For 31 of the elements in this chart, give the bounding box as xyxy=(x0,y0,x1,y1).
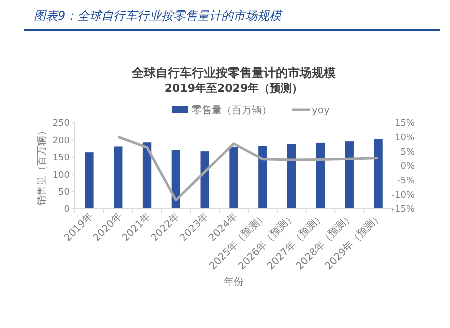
bar xyxy=(316,142,326,209)
y2-tick-label: 5% xyxy=(400,148,416,158)
y-tick-label: 0 xyxy=(64,205,70,216)
legend-label: yoy xyxy=(312,106,330,116)
bar xyxy=(374,140,383,209)
chart-subtitle: 全球自行车行业按零售量计的市场规模 2019年至2029年（预测） xyxy=(131,66,336,95)
bar xyxy=(200,152,210,209)
y-axis-title: 销售量（百万辆） xyxy=(36,126,48,207)
y-tick-label: 250 xyxy=(52,119,70,130)
x-axis-title: 年份 xyxy=(224,276,244,288)
bar xyxy=(287,144,296,209)
bar xyxy=(114,146,123,209)
legend-label: 零售量（百万辆） xyxy=(192,104,272,116)
line-series xyxy=(117,136,380,202)
y2-tick-label: -5% xyxy=(397,176,416,186)
bar xyxy=(345,142,354,209)
bar xyxy=(142,142,152,209)
y2-tick-label: 15% xyxy=(394,119,416,130)
bar xyxy=(172,150,181,209)
y2-tick-label: -15% xyxy=(392,205,416,216)
y-tick-label: 100 xyxy=(52,170,70,181)
y2-tick-label: 10% xyxy=(394,133,416,144)
y-tick-label: 50 xyxy=(58,188,70,198)
chart-title: 图表9：全球自行车行业按零售量计的市场规模 xyxy=(34,9,284,23)
y-tick-label: 200 xyxy=(52,136,70,146)
bar xyxy=(258,146,268,209)
y-tick-label: 150 xyxy=(52,154,70,164)
bar xyxy=(85,152,94,209)
y2-tick-label: 0% xyxy=(400,162,416,172)
y2-tick-label: -10% xyxy=(392,190,416,201)
bar xyxy=(230,147,238,209)
